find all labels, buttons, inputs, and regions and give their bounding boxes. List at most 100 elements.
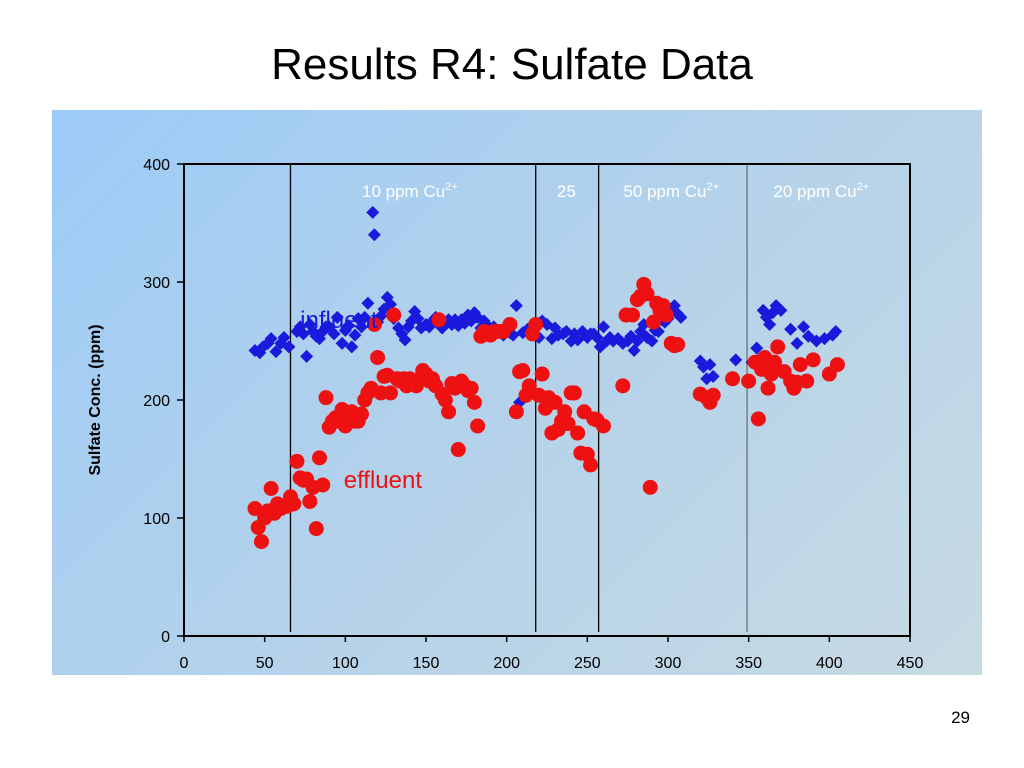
influent-point [277, 330, 291, 344]
effluent-point [289, 453, 305, 469]
effluent-point [534, 366, 550, 382]
effluent-point [366, 316, 382, 332]
effluent-point [353, 406, 369, 422]
effluent-point [566, 385, 582, 401]
effluent-point [263, 481, 279, 496]
influent-point [784, 322, 798, 336]
influent-point [361, 296, 375, 310]
influent-point [645, 334, 659, 348]
influent-point [253, 346, 267, 360]
influent-point [829, 325, 843, 339]
y-tick-label: 200 [143, 393, 170, 410]
effluent-point [670, 337, 686, 353]
influent-point [603, 330, 617, 344]
effluent-point [528, 316, 544, 332]
influent-point [300, 349, 314, 363]
y-tick-label: 400 [143, 157, 170, 174]
influent-point [264, 332, 278, 346]
influent-point [345, 340, 359, 354]
influent-point [774, 303, 788, 317]
influent-point [392, 321, 406, 335]
effluent-point [645, 314, 661, 330]
influent-point [640, 330, 654, 344]
phase-label: 10 ppm Cu2+ [362, 181, 458, 201]
influent-point [637, 317, 651, 331]
influent-point [335, 336, 349, 350]
influent-point [398, 333, 412, 347]
influent-point [750, 341, 764, 355]
influent-point [763, 317, 777, 331]
effluent-point [741, 373, 757, 389]
influent-point [590, 330, 604, 344]
sulfate-chart: 0 100 200 300 400 0 50 100 150 200 250 300 350 400 450… [87, 157, 924, 672]
x-tick-label: 350 [735, 655, 762, 672]
effluent-point [625, 307, 641, 323]
effluent-point [502, 316, 518, 332]
effluent-point [515, 363, 531, 378]
effluent-point [639, 286, 655, 302]
x-tick-label: 150 [413, 655, 440, 672]
effluent-point [463, 380, 479, 396]
effluent-point [547, 394, 563, 410]
influent-point [256, 340, 270, 354]
effluent-point [386, 307, 402, 323]
influent-point [790, 336, 804, 350]
x-tick-label: 100 [332, 655, 359, 672]
effluent-point [450, 442, 466, 458]
influent-point [366, 205, 380, 219]
influent-point [282, 340, 296, 354]
effluent-label: effluent [344, 467, 423, 494]
y-tick-label: 300 [143, 275, 170, 292]
x-tick-label: 200 [493, 655, 520, 672]
effluent-point [770, 339, 786, 355]
y-axis-title: Sulfate Conc. (ppm) [87, 324, 104, 475]
influent-point [616, 336, 630, 350]
effluent-point [760, 380, 776, 396]
effluent-point [470, 418, 486, 434]
phase-label: 50 ppm Cu2+ [623, 181, 719, 201]
slide-title: Results R4: Sulfate Data [271, 40, 753, 89]
effluent-point [508, 404, 524, 420]
influent-point [411, 312, 425, 326]
effluent-point [615, 378, 631, 394]
effluent-point [799, 373, 815, 389]
effluent-point [312, 450, 328, 466]
x-tick-label: 0 [180, 655, 189, 672]
effluent-point [253, 534, 269, 550]
effluent-point [805, 352, 821, 368]
influent-point [703, 358, 717, 372]
effluent-point [642, 479, 658, 495]
y-tick-label: 0 [161, 629, 170, 646]
y-tick-label: 100 [143, 511, 170, 528]
effluent-point [560, 416, 576, 432]
influent-label: influent [300, 307, 378, 334]
page-number: 29 [951, 708, 970, 727]
effluent-point [370, 350, 386, 366]
effluent-point [557, 404, 573, 420]
influent-point [290, 325, 304, 339]
influent-point [797, 320, 811, 334]
x-tick-label: 300 [655, 655, 682, 672]
effluent-point [583, 457, 599, 473]
effluent-point [383, 385, 399, 401]
effluent-point [521, 378, 537, 394]
effluent-point [725, 371, 741, 387]
influent-point [269, 345, 283, 359]
x-tick-label: 250 [574, 655, 601, 672]
x-tick-label: 400 [816, 655, 843, 672]
effluent-point [286, 496, 302, 512]
influent-point [342, 319, 356, 333]
effluent-point [431, 312, 447, 328]
effluent-point [792, 357, 808, 373]
effluent-point [308, 521, 324, 537]
effluent-point [570, 425, 586, 441]
influent-point [729, 353, 743, 367]
x-tick-label: 50 [256, 655, 274, 672]
influent-point [706, 369, 720, 383]
influent-point [571, 333, 585, 347]
chart-panel: 0 100 200 300 400 0 50 100 150 200 250 300 350 400 450… [52, 110, 982, 675]
x-tick-label: 450 [897, 655, 924, 672]
effluent-point [763, 366, 779, 382]
effluent-point [766, 354, 782, 370]
effluent-point [705, 387, 721, 403]
